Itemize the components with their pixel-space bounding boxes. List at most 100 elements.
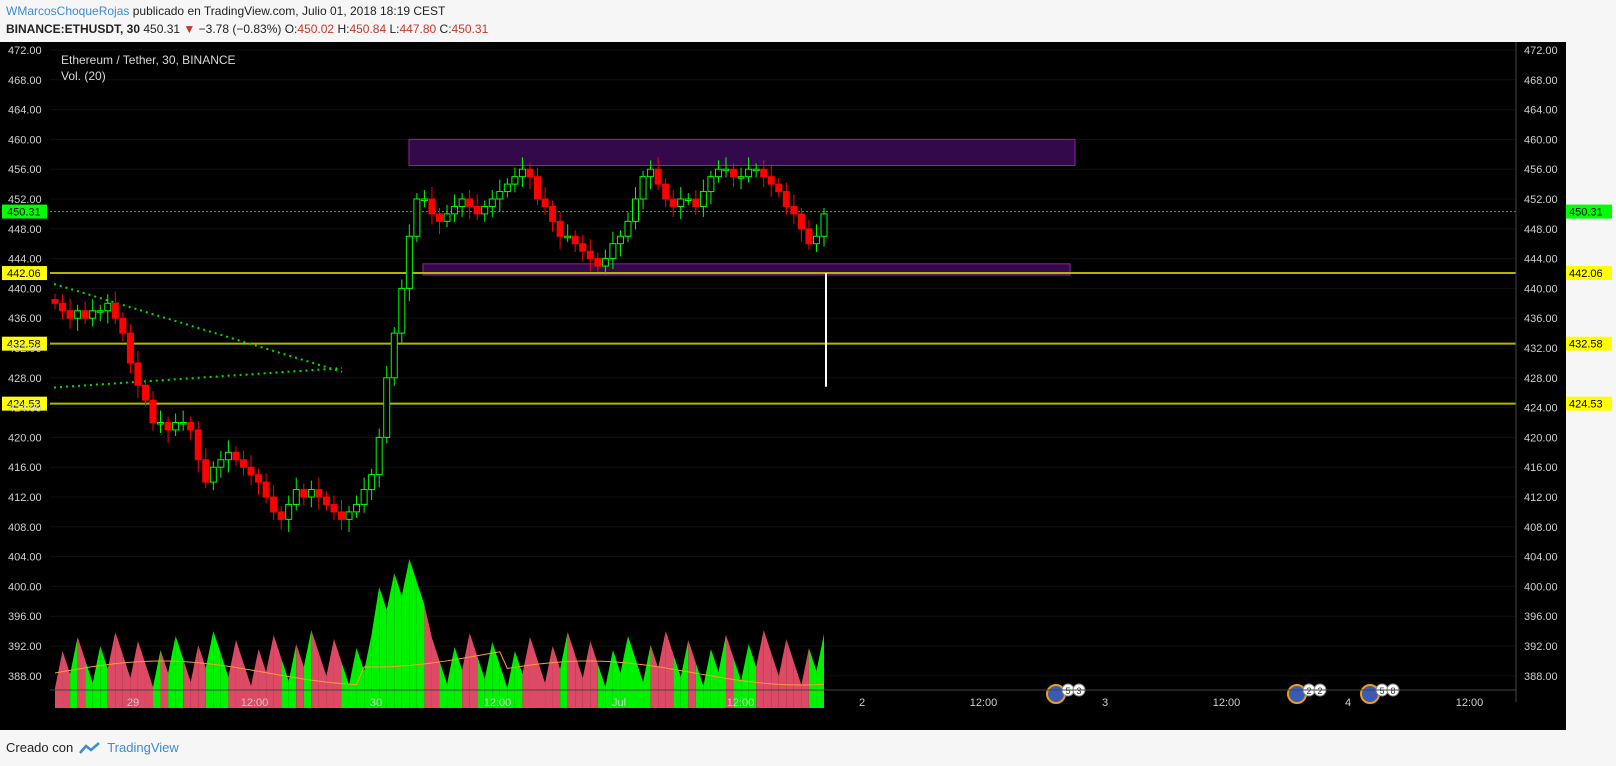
volume-segment: [401, 559, 410, 708]
candle-body: [714, 168, 722, 178]
level-tag-left-0: [2, 266, 47, 281]
chart-container[interactable]: 442.06 442.06 432.58 432.58 424.53 424.53 450.…: [0, 42, 1616, 730]
volume-segment: [100, 646, 108, 708]
down-arrow-icon: ▼: [183, 22, 196, 36]
candle-body: [790, 205, 798, 215]
y-tick-left-13: 420.00: [8, 432, 42, 444]
volume-segment: [605, 650, 613, 708]
candle-body: [255, 474, 263, 483]
candle-body: [96, 310, 104, 313]
y-tick-right-4: 456.00: [1524, 164, 1558, 176]
y-tick-right-20: 392.00: [1524, 641, 1558, 653]
volume-segment: [55, 651, 63, 708]
candle-body: [262, 481, 270, 498]
level-label-left-1: 432.58: [7, 339, 41, 351]
candle-body: [111, 302, 119, 319]
candle-body: [662, 183, 670, 200]
y-tick-left-12: 424.00: [8, 403, 42, 415]
last-price-tag-right: [1566, 204, 1612, 219]
volume-segment: [251, 649, 259, 708]
volume-segment: [537, 660, 546, 708]
volume-segment: [703, 649, 711, 708]
last-price: 450.31: [143, 22, 181, 36]
volume-segment: [153, 650, 161, 708]
x-tick-0: 29: [127, 697, 139, 709]
volume-segment: [454, 647, 463, 708]
change-value: −3.78 (−0.83%): [198, 22, 282, 36]
volume-segment: [514, 651, 523, 708]
candle-body: [692, 198, 700, 207]
close-label: C:: [439, 22, 452, 36]
y-tick-left-15: 412.00: [8, 492, 42, 504]
candle-body: [239, 459, 247, 468]
volume-segment: [597, 664, 606, 708]
candle-body: [752, 168, 760, 172]
candle-body: [353, 503, 361, 513]
high-value: 450.84: [349, 22, 387, 36]
y-tick-left-14: 416.00: [8, 462, 42, 474]
candle-body: [481, 205, 489, 215]
candle-body: [368, 474, 376, 491]
candle-body: [654, 168, 662, 185]
candle-body: [797, 213, 805, 230]
candle-body: [466, 198, 474, 207]
y-tick-left-10: 432.00: [8, 343, 42, 355]
candle-body: [322, 496, 330, 505]
volume-segment: [333, 639, 342, 708]
candle-body: [413, 198, 421, 237]
candle-body: [745, 168, 753, 178]
volume-segment: [160, 650, 169, 708]
level-label-right-2: 424.53: [1569, 399, 1603, 411]
volume-segment: [394, 573, 402, 708]
tradingview-link[interactable]: TradingView: [107, 740, 179, 755]
volume-segment: [507, 651, 515, 708]
candle-body: [330, 503, 338, 513]
volume-segment: [484, 642, 493, 708]
event-badge-count: 2: [1306, 686, 1311, 696]
x-tick-5: 12:00: [727, 697, 755, 709]
volume-segment: [296, 644, 304, 708]
candle-body: [564, 235, 572, 239]
volume-segment: [552, 646, 561, 708]
candle-body: [383, 377, 391, 438]
candle-body: [270, 496, 278, 513]
candle-body: [292, 489, 300, 505]
candle-body: [157, 422, 165, 425]
candle-body: [820, 213, 828, 237]
candle-body: [74, 310, 82, 319]
volume-segment: [243, 663, 252, 708]
candle-body: [526, 168, 534, 178]
footer: Creado con TradingView: [6, 740, 179, 755]
y-tick-right-7: 444.00: [1524, 254, 1558, 266]
volume-segment: [145, 664, 154, 708]
open-value: 450.02: [297, 22, 335, 36]
y-tick-left-16: 408.00: [8, 522, 42, 534]
volume-segment: [281, 658, 289, 708]
candle-body: [202, 459, 210, 483]
candle-body: [669, 198, 677, 207]
candle-body: [172, 422, 180, 431]
y-tick-right-10: 432.00: [1524, 343, 1558, 355]
candle-body: [451, 205, 459, 215]
volume-segment: [228, 640, 236, 708]
price-chart[interactable]: 442.06 442.06 432.58 432.58 424.53 424.53 450.…: [0, 42, 1616, 730]
y-tick-left-7: 444.00: [8, 254, 42, 266]
candle-body: [315, 489, 323, 498]
volume-segment: [492, 642, 500, 708]
candle-body: [436, 213, 443, 222]
event-badge-count: 5: [1065, 686, 1070, 696]
volume-segment: [771, 653, 779, 708]
volume-segment: [115, 632, 123, 708]
x-tick-4: Jul: [612, 697, 626, 709]
volume-segment: [439, 661, 448, 708]
author-link[interactable]: WMarcosChoqueRojas: [6, 4, 130, 18]
volume-segment: [62, 651, 71, 708]
y-tick-right-19: 396.00: [1524, 611, 1558, 623]
trendline-lower: [53, 367, 343, 389]
candle-body: [782, 191, 790, 207]
published-text: publicado en TradingView.com, Julio 01, …: [132, 4, 446, 18]
low-label: L:: [389, 22, 400, 36]
volume-segment: [710, 649, 719, 708]
level-tag-right-1: [1566, 336, 1612, 351]
candle-body: [624, 220, 632, 237]
